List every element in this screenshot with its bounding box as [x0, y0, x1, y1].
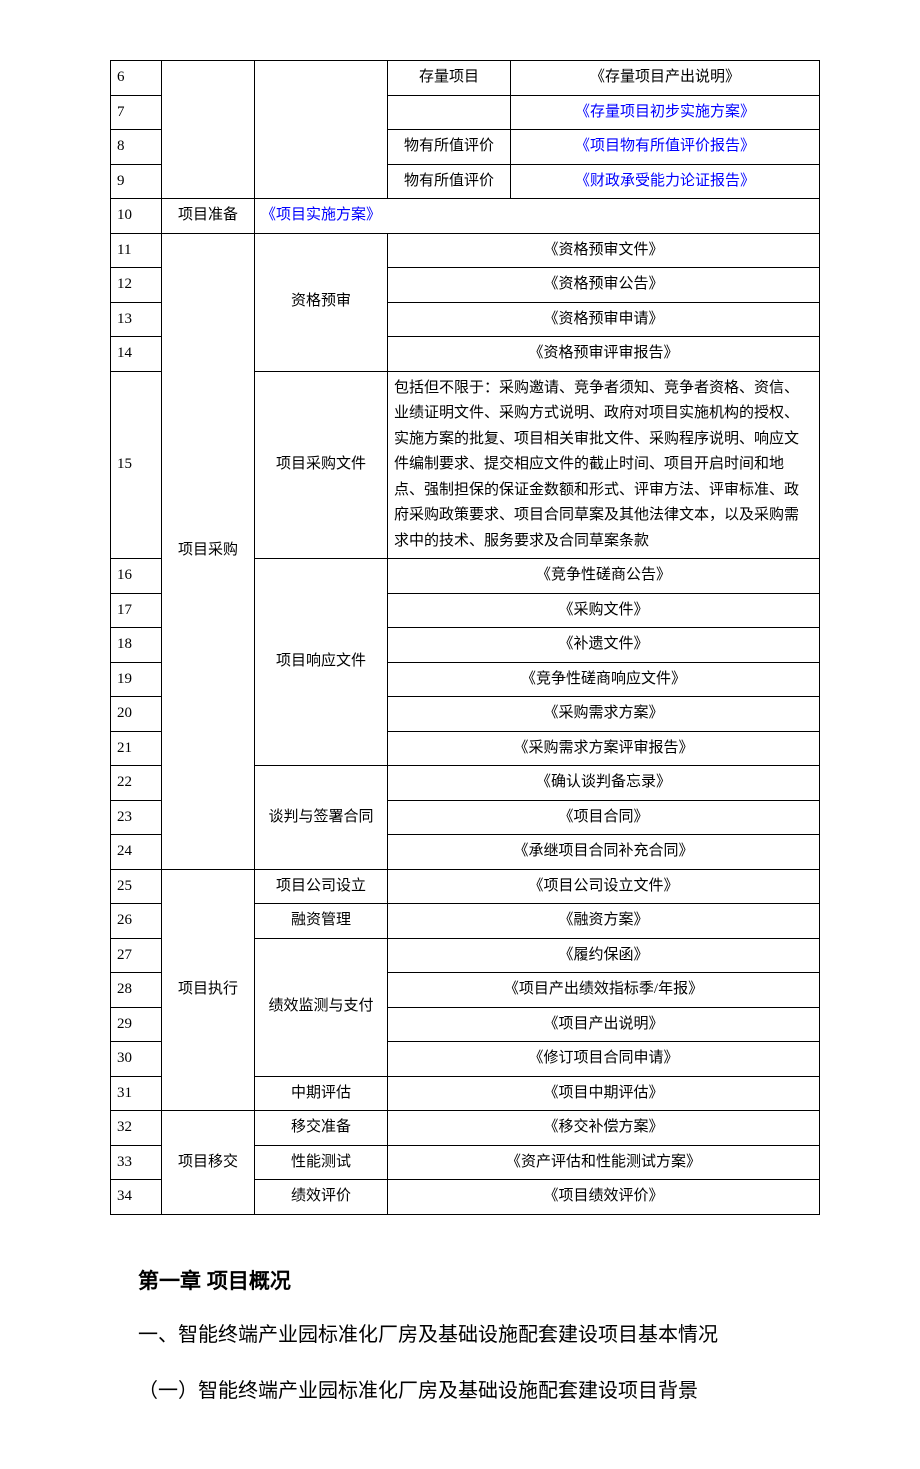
- sub-cell: [255, 61, 388, 199]
- extra-cell: 物有所值评价: [388, 164, 511, 199]
- row-number: 21: [111, 731, 162, 766]
- row-number: 30: [111, 1042, 162, 1077]
- row-number: 19: [111, 662, 162, 697]
- phase-cell: [162, 61, 255, 199]
- row-number: 16: [111, 559, 162, 594]
- table-row: 25项目执行项目公司设立《项目公司设立文件》: [111, 869, 820, 904]
- row-number: 9: [111, 164, 162, 199]
- table-row: 6 存量项目《存量项目产出说明》: [111, 61, 820, 96]
- phase-cell: 项目准备: [162, 199, 255, 234]
- sub-cell: 绩效评价: [255, 1180, 388, 1215]
- doc-cell: 《竞争性磋商公告》: [388, 559, 820, 594]
- row-number: 24: [111, 835, 162, 870]
- doc-cell: 《融资方案》: [388, 904, 820, 939]
- extra-cell: 物有所值评价: [388, 130, 511, 165]
- row-number: 26: [111, 904, 162, 939]
- doc-cell: 《项目物有所值评价报告》: [511, 130, 820, 165]
- phase-cell: 项目执行: [162, 869, 255, 1111]
- sub-cell: 绩效监测与支付: [255, 938, 388, 1076]
- row-number: 6: [111, 61, 162, 96]
- row-number: 27: [111, 938, 162, 973]
- extra-cell: [388, 95, 511, 130]
- row-number: 14: [111, 337, 162, 372]
- doc-cell: 《存量项目产出说明》: [511, 61, 820, 96]
- row-number: 32: [111, 1111, 162, 1146]
- table-row: 10项目准备《项目实施方案》: [111, 199, 820, 234]
- row-number: 10: [111, 199, 162, 234]
- doc-cell: 《资格预审申请》: [388, 302, 820, 337]
- row-number: 20: [111, 697, 162, 732]
- row-number: 12: [111, 268, 162, 303]
- row-number: 34: [111, 1180, 162, 1215]
- sub-cell: 谈判与签署合同: [255, 766, 388, 870]
- phase-cell: 项目采购: [162, 233, 255, 869]
- row-number: 33: [111, 1145, 162, 1180]
- doc-cell: 《履约保函》: [388, 938, 820, 973]
- row-number: 17: [111, 593, 162, 628]
- doc-cell: 《财政承受能力论证报告》: [511, 164, 820, 199]
- document-table: 6 存量项目《存量项目产出说明》 7 《存量项目初步实施方案》 8 物有所值评价《项目物有…: [110, 60, 820, 1215]
- row-number: 23: [111, 800, 162, 835]
- row-number: 8: [111, 130, 162, 165]
- row-number: 29: [111, 1007, 162, 1042]
- doc-cell: 《承继项目合同补充合同》: [388, 835, 820, 870]
- doc-cell: 《修订项目合同申请》: [388, 1042, 820, 1077]
- row-number: 7: [111, 95, 162, 130]
- heading-2: （一）智能终端产业园标准化厂房及基础设施配套建设项目背景: [138, 1373, 820, 1409]
- doc-cell: 《资格预审文件》: [388, 233, 820, 268]
- doc-cell: 《项目产出绩效指标季/年报》: [388, 973, 820, 1008]
- doc-cell: 《竞争性磋商响应文件》: [388, 662, 820, 697]
- sub-cell: 项目采购文件: [255, 371, 388, 559]
- doc-cell: 包括但不限于：采购邀请、竞争者须知、竞争者资格、资信、业绩证明文件、采购方式说明…: [388, 371, 820, 559]
- heading-1: 一、智能终端产业园标准化厂房及基础设施配套建设项目基本情况: [138, 1317, 820, 1353]
- sub-cell: 移交准备: [255, 1111, 388, 1146]
- sub-cell: 资格预审: [255, 233, 388, 371]
- doc-cell: 《项目实施方案》: [255, 199, 820, 234]
- doc-cell: 《资产评估和性能测试方案》: [388, 1145, 820, 1180]
- table-row: 11项目采购资格预审《资格预审文件》: [111, 233, 820, 268]
- sub-cell: 融资管理: [255, 904, 388, 939]
- phase-cell: 项目移交: [162, 1111, 255, 1215]
- row-number: 28: [111, 973, 162, 1008]
- row-number: 11: [111, 233, 162, 268]
- doc-cell: 《移交补偿方案》: [388, 1111, 820, 1146]
- doc-cell: 《项目绩效评价》: [388, 1180, 820, 1215]
- doc-cell: 《存量项目初步实施方案》: [511, 95, 820, 130]
- doc-cell: 《资格预审评审报告》: [388, 337, 820, 372]
- doc-cell: 《采购需求方案》: [388, 697, 820, 732]
- sub-cell: 项目公司设立: [255, 869, 388, 904]
- doc-cell: 《项目产出说明》: [388, 1007, 820, 1042]
- sub-cell: 项目响应文件: [255, 559, 388, 766]
- doc-cell: 《确认谈判备忘录》: [388, 766, 820, 801]
- doc-cell: 《项目合同》: [388, 800, 820, 835]
- doc-cell: 《项目公司设立文件》: [388, 869, 820, 904]
- table-row: 32项目移交移交准备《移交补偿方案》: [111, 1111, 820, 1146]
- row-number: 25: [111, 869, 162, 904]
- sub-cell: 性能测试: [255, 1145, 388, 1180]
- extra-cell: 存量项目: [388, 61, 511, 96]
- row-number: 18: [111, 628, 162, 663]
- row-number: 15: [111, 371, 162, 559]
- doc-cell: 《资格预审公告》: [388, 268, 820, 303]
- chapter-title: 第一章 项目概况: [138, 1265, 820, 1295]
- doc-cell: 《采购文件》: [388, 593, 820, 628]
- doc-cell: 《项目中期评估》: [388, 1076, 820, 1111]
- row-number: 13: [111, 302, 162, 337]
- doc-cell: 《采购需求方案评审报告》: [388, 731, 820, 766]
- sub-cell: 中期评估: [255, 1076, 388, 1111]
- row-number: 31: [111, 1076, 162, 1111]
- doc-cell: 《补遗文件》: [388, 628, 820, 663]
- row-number: 22: [111, 766, 162, 801]
